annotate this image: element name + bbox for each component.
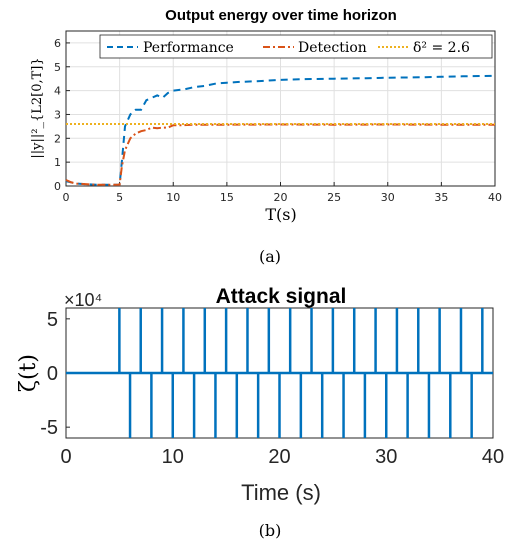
caption-a: (a): [259, 247, 281, 266]
x-tick-label: 0: [60, 446, 71, 468]
chart-a-series: [65, 74, 496, 186]
x-tick-label: 10: [166, 191, 180, 204]
x-tick-label: 40: [482, 446, 504, 468]
x-tick-label: 30: [375, 446, 397, 468]
x-tick-label: 15: [220, 191, 234, 204]
chart-a-xlabel: T(s): [265, 205, 296, 224]
chart-b-series: [66, 308, 493, 438]
legend-performance-label: Performance: [143, 40, 234, 56]
y-tick-label: 0: [54, 180, 61, 193]
legend-delta-label: δ² = 2.6: [413, 40, 470, 56]
series-performance-line: [65, 74, 496, 186]
y-tick-label: -5: [40, 417, 58, 439]
x-tick-label: 20: [274, 191, 288, 204]
chart-a-title: Output energy over time horizon: [165, 7, 397, 24]
chart-b-scale-label: ×10⁴: [64, 290, 102, 310]
y-tick-label: 2: [54, 132, 61, 145]
x-tick-label: 20: [268, 446, 290, 468]
x-tick-label: 30: [381, 191, 395, 204]
x-tick-label: 25: [327, 191, 341, 204]
y-tick-label: 5: [54, 61, 61, 74]
x-tick-label: 10: [162, 446, 184, 468]
chart-b-ylabel: ζ(t): [16, 354, 41, 392]
chart-b-title: Attack signal: [216, 285, 347, 308]
y-tick-label: 5: [47, 309, 58, 331]
x-tick-label: 35: [434, 191, 448, 204]
chart-a-ticks: 0 5 10 15 20 25 30 35 40 0 1 2 3 4 5 6: [54, 37, 502, 204]
chart-a-legend: [99, 34, 493, 59]
y-tick-label: 3: [54, 108, 61, 121]
y-tick-label: 1: [54, 156, 61, 169]
caption-b: (b): [259, 521, 282, 540]
chart-b-xlabel: Time (s): [241, 480, 321, 505]
x-tick-label: 40: [488, 191, 502, 204]
y-tick-label: 6: [54, 37, 61, 50]
x-tick-label: 5: [116, 191, 123, 204]
legend-detection-label: Detection: [298, 40, 367, 56]
chart-b-ticks: 0 10 20 30 40-505: [40, 309, 504, 468]
x-tick-label: 0: [63, 191, 70, 204]
y-tick-label: 0: [47, 363, 58, 385]
chart-a-ylabel: ||y||²_{L2[0,T]}: [30, 57, 45, 158]
y-tick-label: 4: [54, 85, 61, 98]
